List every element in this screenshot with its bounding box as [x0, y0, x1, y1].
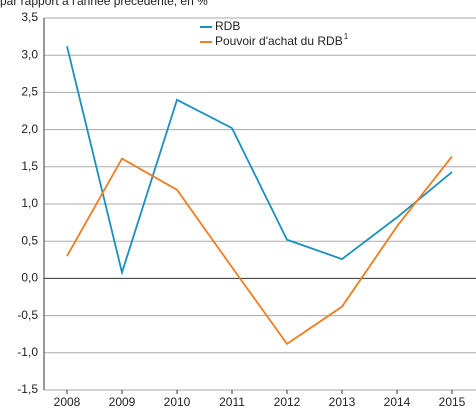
x-tick-label: 2008 — [54, 395, 81, 408]
legend-superscript: 1 — [344, 32, 349, 41]
y-tick-label: -1,5 — [17, 382, 38, 396]
y-tick-label: 3,5 — [21, 10, 38, 24]
y-tick-label: 0,0 — [21, 271, 38, 285]
y-tick-label: -1,0 — [17, 345, 38, 359]
legend-label: Pouvoir d'achat du RDB — [215, 34, 343, 48]
x-tick-label: 2013 — [329, 395, 356, 408]
y-tick-label: 1,5 — [21, 159, 38, 173]
y-tick-label: 1,0 — [21, 196, 38, 210]
line-series — [66, 155, 453, 346]
x-tick-label: 2012 — [274, 395, 301, 408]
y-tick-label: 0,5 — [21, 233, 38, 247]
legend-label: RDB — [215, 19, 240, 33]
line-series — [66, 46, 453, 276]
y-tick-label: 2,0 — [21, 122, 38, 136]
chart-subtitle: par rapport à l'année précédente, en % — [0, 0, 208, 8]
y-tick-label: 3,0 — [21, 47, 38, 61]
x-tick-label: 2009 — [109, 395, 136, 408]
y-tick-label: 2,5 — [21, 85, 38, 99]
x-tick-label: 2011 — [219, 395, 245, 408]
y-tick-label: -0,5 — [17, 308, 38, 322]
x-tick-label: 2014 — [384, 395, 411, 408]
x-tick-label: 2015 — [439, 395, 466, 408]
x-tick-label: 2010 — [164, 395, 191, 408]
